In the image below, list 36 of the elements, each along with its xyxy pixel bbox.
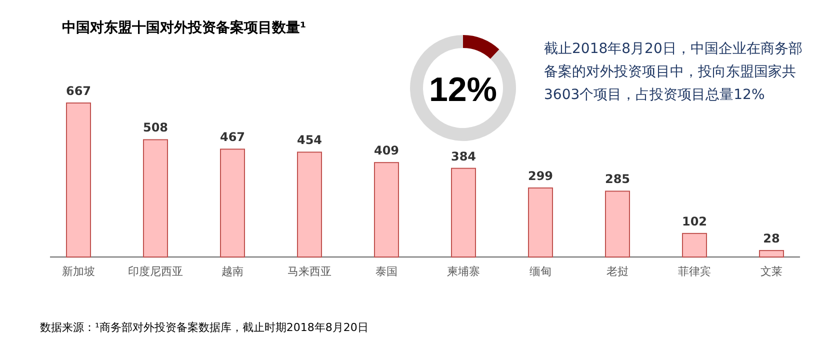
x-tick-label: 柬埔寨 xyxy=(447,265,480,278)
bar xyxy=(451,168,476,258)
x-tick-label: 文莱 xyxy=(760,265,782,278)
bar xyxy=(66,102,91,258)
bar xyxy=(528,187,553,258)
x-tick-label: 泰国 xyxy=(376,265,398,278)
x-tick-label: 印度尼西亚 xyxy=(128,265,183,278)
data-label: 508 xyxy=(142,120,168,135)
bar xyxy=(220,148,245,258)
data-label: 102 xyxy=(682,214,708,228)
x-tick-label: 菲律宾 xyxy=(678,265,711,278)
data-label: 454 xyxy=(296,133,322,148)
x-tick-label: 新加坡 xyxy=(62,265,95,278)
bar xyxy=(374,162,399,258)
annotation: 截止2018年8月20日，中国企业在商务部备案的对外投资项目中，投向东盟国家共3603个项目，占投资项目总量12% xyxy=(544,40,804,105)
data-label: 467 xyxy=(220,130,246,144)
x-tick-label: 马来西亚 xyxy=(288,265,332,278)
data-label: 299 xyxy=(528,168,554,183)
bar xyxy=(143,139,168,258)
bar xyxy=(605,190,630,258)
donut-slice xyxy=(410,35,516,141)
data-label: 384 xyxy=(450,149,476,164)
annotation: 12% xyxy=(428,71,498,109)
x-tick-label: 越南 xyxy=(222,265,244,278)
data-label: 28 xyxy=(763,232,780,246)
x-tick-label: 缅甸 xyxy=(530,265,552,278)
bar xyxy=(297,152,322,258)
data-label: 285 xyxy=(604,172,630,186)
x-tick-label: 老挝 xyxy=(606,265,628,278)
data-label: 667 xyxy=(66,84,92,98)
donut-slice xyxy=(463,35,500,59)
data-label: 409 xyxy=(374,144,400,158)
bar xyxy=(682,232,707,258)
chart-title: 中国对东盟十国对外投资备案项目数量¹ xyxy=(62,19,306,36)
bar xyxy=(759,250,784,258)
source-note: 数据来源：¹商务部对外投资备案数据库，截止时期2018年8月20日 xyxy=(40,321,368,334)
